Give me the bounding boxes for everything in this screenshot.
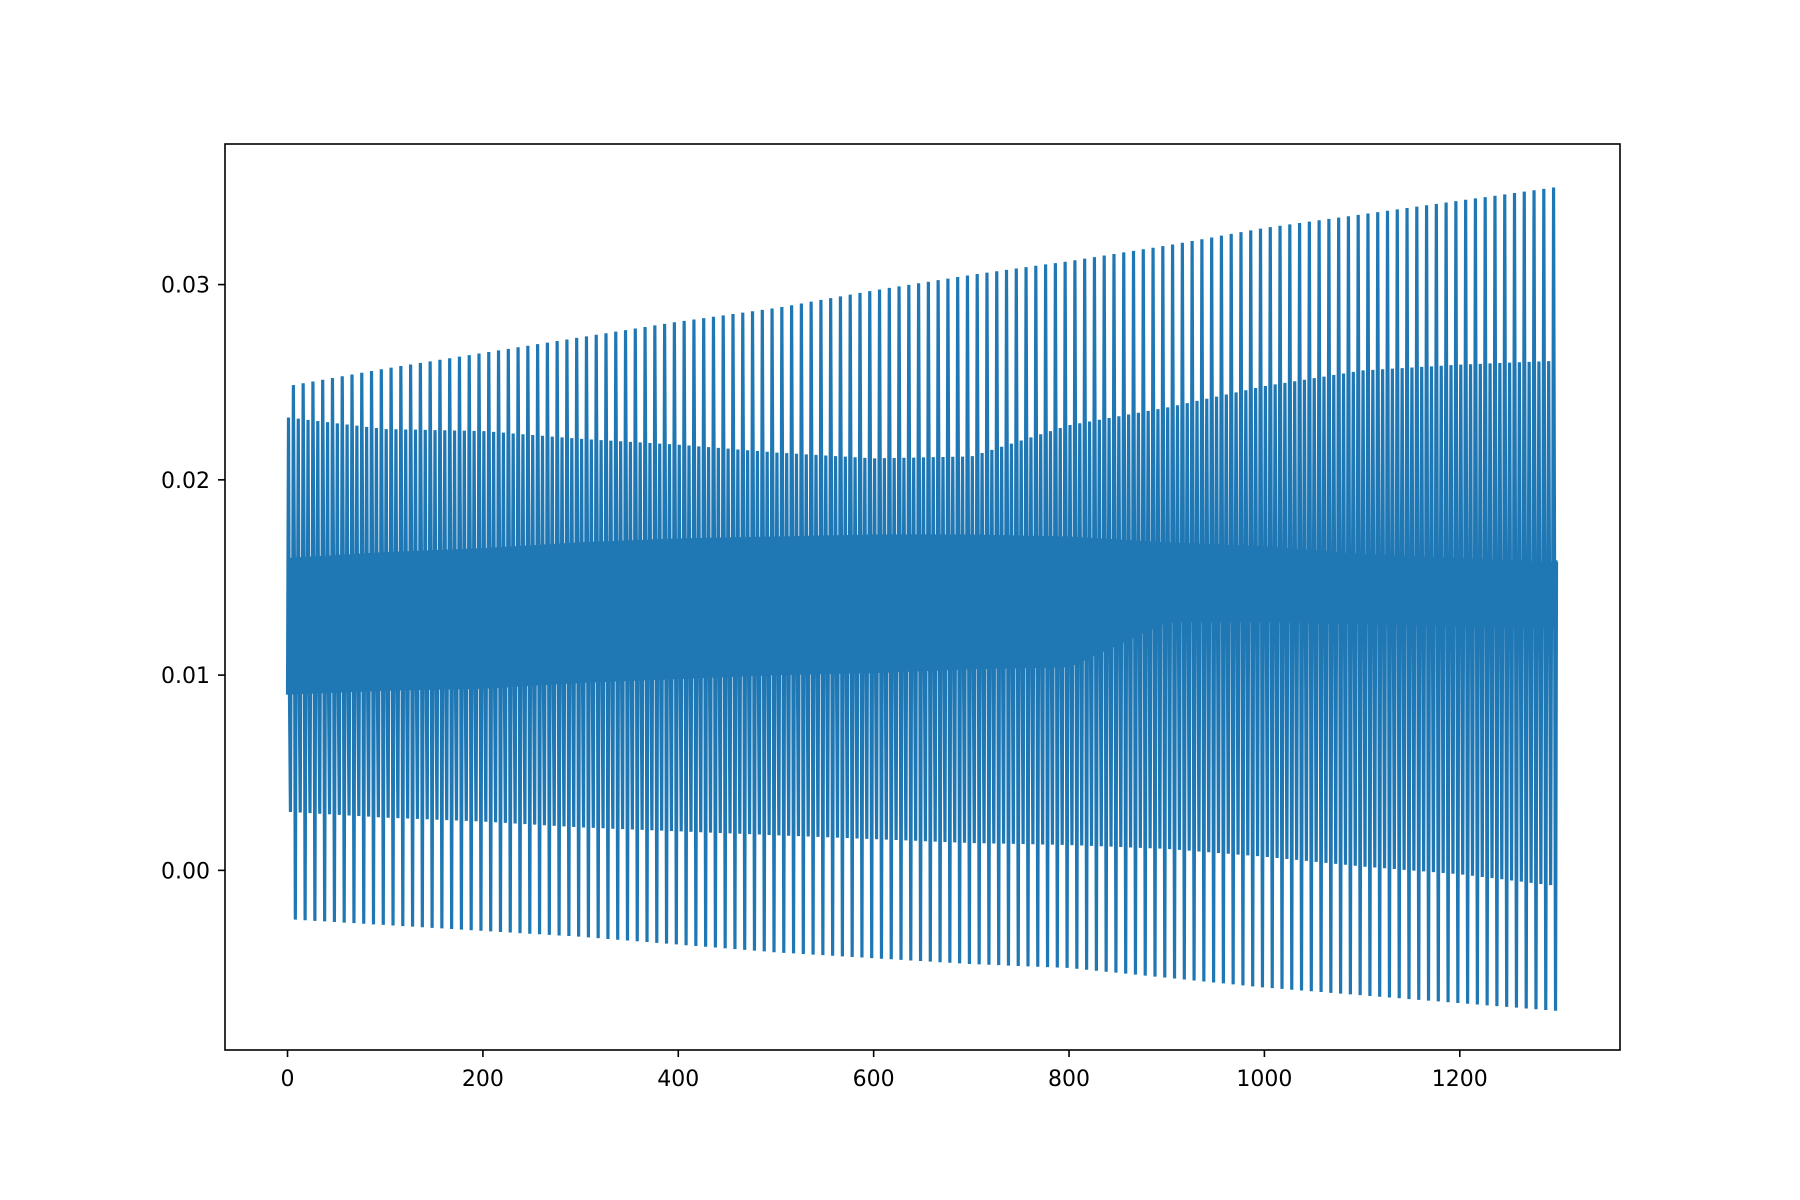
series-line — [285, 187, 1559, 1011]
x-tick-label: 400 — [657, 1067, 699, 1092]
y-tick-label: 0.00 — [161, 859, 210, 884]
x-axis: 0 200 400 600 800 1000 1200 — [281, 1050, 1488, 1092]
x-tick-label: 0 — [281, 1067, 295, 1092]
y-tick-label: 0.01 — [161, 664, 210, 689]
x-tick-label: 200 — [462, 1067, 504, 1092]
y-tick-label: 0.02 — [161, 469, 210, 494]
x-tick-label: 600 — [853, 1067, 895, 1092]
y-tick-label: 0.03 — [161, 274, 210, 299]
x-tick-label: 1000 — [1236, 1067, 1292, 1092]
y-axis: 0.00 0.01 0.02 0.03 — [161, 274, 225, 884]
plot-frame — [224, 143, 1621, 1051]
x-tick-label: 1200 — [1432, 1067, 1488, 1092]
x-tick-label: 800 — [1048, 1067, 1090, 1092]
series-layer — [285, 187, 1559, 1011]
